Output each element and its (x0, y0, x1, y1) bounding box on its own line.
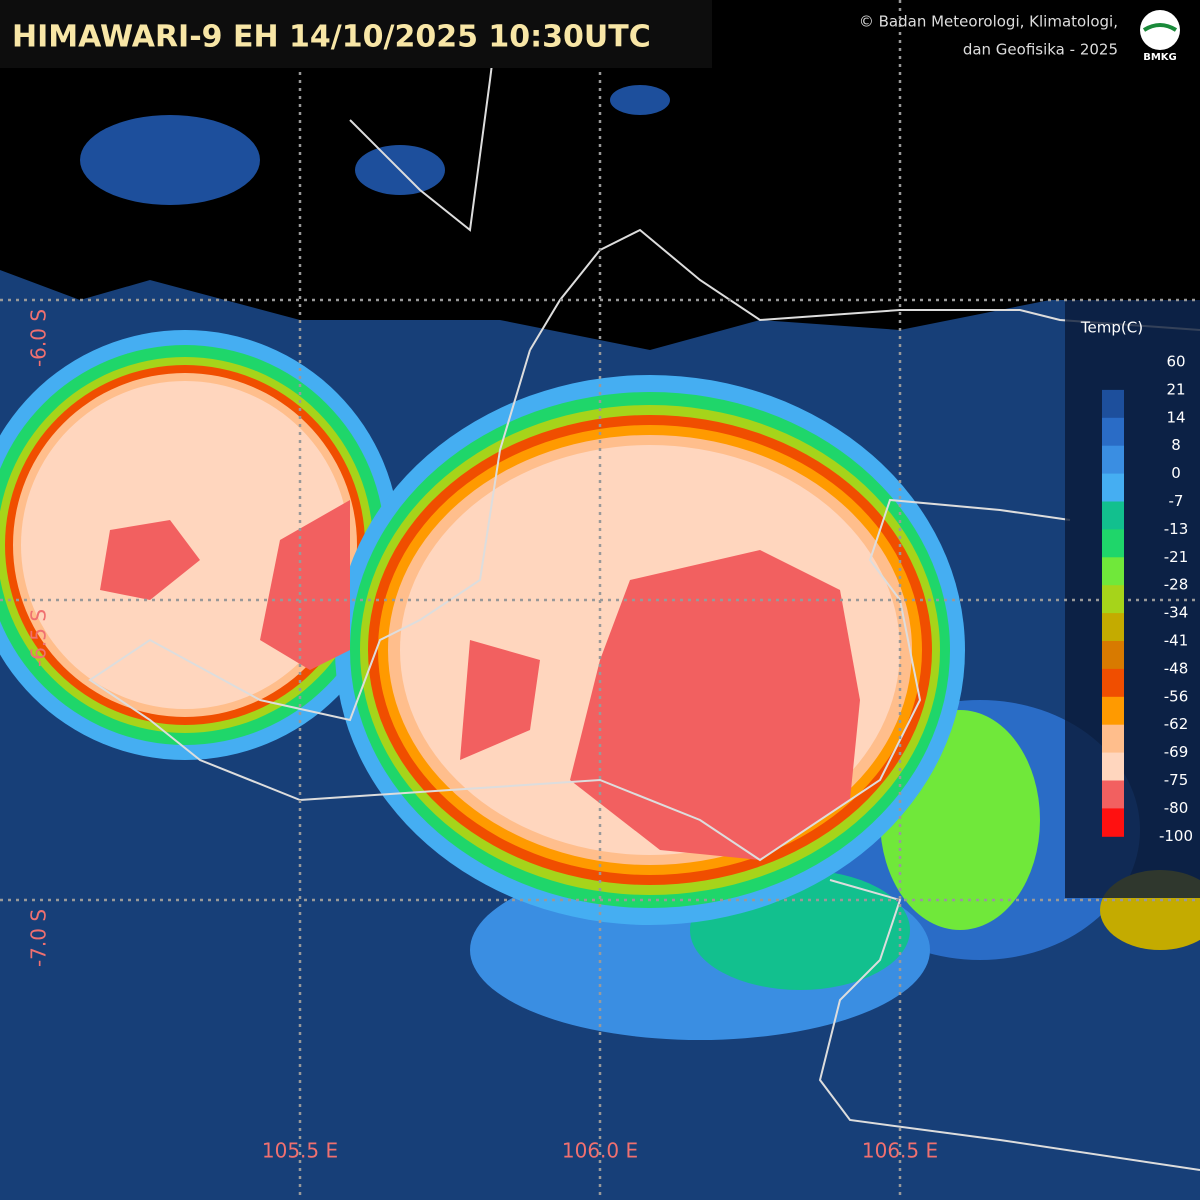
legend: Temp(C) 60 21 14 8 0 -7 -13 -21 -28 -34 -41 -48 -56 -… (1080, 319, 1193, 845)
legend-swatch (1102, 501, 1124, 530)
longitude-label: 106.5 E (862, 1139, 938, 1163)
legend-swatch (1102, 473, 1124, 502)
legend-label: 14 (1166, 408, 1185, 426)
legend-label: -41 (1164, 632, 1189, 650)
cloud (80, 115, 260, 205)
legend-label: -21 (1164, 548, 1189, 566)
legend-swatch (1102, 557, 1124, 586)
legend-swatch (1102, 724, 1124, 754)
legend-swatch (1102, 752, 1124, 781)
legend-label: -69 (1164, 743, 1189, 761)
legend-label: -34 (1164, 604, 1189, 622)
legend-label: 21 (1166, 380, 1185, 398)
legend-label: -48 (1164, 659, 1189, 677)
latitude-label: -6.5 S (27, 609, 51, 667)
coastline (818, 879, 1200, 1171)
cloud (260, 500, 350, 670)
legend-label: 60 (1166, 353, 1185, 371)
legend-swatch (1102, 585, 1124, 614)
legend-label: -56 (1164, 687, 1189, 705)
logo-text: BMKG (1143, 52, 1177, 63)
legend-label: 8 (1171, 436, 1181, 454)
credit: © Badan Meteorologi, Klimatologi, (859, 13, 1118, 31)
cloud-field (0, 85, 1200, 1040)
legend-label: -62 (1164, 715, 1189, 733)
legend-title: Temp(C) (1080, 319, 1143, 337)
cloud (100, 520, 200, 600)
credit: dan Geofisika - 2025 (963, 41, 1118, 59)
latitude-label: -6.0 S (27, 309, 51, 367)
legend-swatch (1102, 668, 1124, 698)
latitude-label: -7.0 S (27, 909, 51, 967)
legend-swatch (1102, 445, 1124, 475)
longitude-label: 106.0 E (562, 1139, 638, 1163)
logo-emblem (1140, 10, 1180, 50)
legend-swatch (1102, 529, 1124, 558)
legend-swatch (1102, 389, 1124, 419)
legend-label: -80 (1164, 799, 1189, 817)
legend-swatch (1102, 808, 1124, 837)
cloud (570, 550, 860, 860)
title-bar (0, 0, 712, 68)
legend-swatch (1102, 780, 1124, 809)
legend-label: 0 (1171, 464, 1181, 482)
legend-swatch (1102, 613, 1124, 642)
logo-emblem (1142, 23, 1178, 32)
legend-swatch (1102, 417, 1124, 447)
legend-label: -100 (1159, 827, 1193, 845)
legend-label: -28 (1164, 576, 1189, 594)
clear-area (0, 0, 1200, 350)
legend-swatch (1102, 696, 1124, 726)
legend-label: -75 (1164, 771, 1189, 789)
cloud (460, 640, 540, 760)
cloud (610, 85, 670, 115)
title: HIMAWARI-9 EH 14/10/2025 10:30UTC (12, 20, 651, 55)
longitude-label: 105.5 E (262, 1139, 338, 1163)
legend-label: -13 (1164, 520, 1189, 538)
legend-label: -7 (1169, 492, 1184, 510)
legend-swatch (1102, 641, 1124, 670)
